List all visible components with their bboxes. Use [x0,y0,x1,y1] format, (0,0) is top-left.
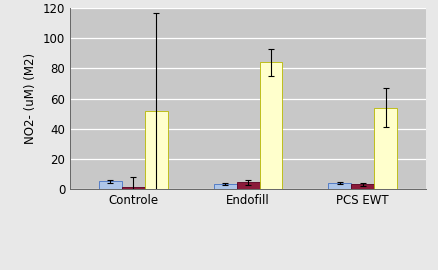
Bar [122,187,145,189]
Bar [350,184,373,189]
Bar [259,62,282,189]
Bar [145,111,167,189]
Bar [373,107,396,189]
Bar [99,181,122,189]
Bar [236,182,259,189]
Bar [213,184,236,189]
Y-axis label: NO2- (uM) (M2): NO2- (uM) (M2) [25,53,37,144]
Bar [328,183,350,189]
